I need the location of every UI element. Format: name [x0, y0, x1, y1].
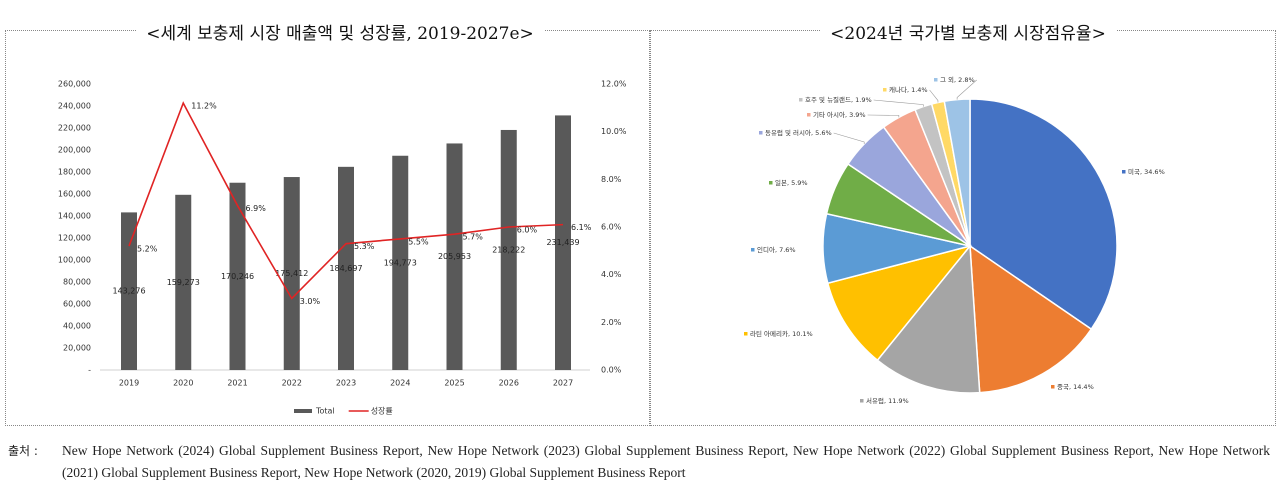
- y2-tick-label: 8.0%: [601, 175, 622, 184]
- line-value-label: 5.5%: [408, 237, 429, 246]
- leader-line: [929, 89, 939, 103]
- legend-label: 성장률: [371, 406, 393, 416]
- label-swatch: [883, 88, 887, 92]
- chart-title: <2024년 국가별 보충제 시장점유율>: [820, 19, 1116, 44]
- bar-value-label: 218,222: [492, 245, 525, 254]
- line-value-label: 5.3%: [354, 242, 375, 251]
- y-tick-label: -: [88, 366, 91, 375]
- bar-value-label: 194,773: [384, 258, 417, 267]
- label-swatch: [744, 332, 748, 336]
- bar: [121, 212, 137, 370]
- leader-line: [873, 99, 924, 107]
- label-swatch: [751, 248, 755, 252]
- line-value-label: 3.0%: [300, 297, 321, 306]
- label-swatch: [799, 98, 803, 102]
- x-tick-label: 2019: [119, 379, 139, 388]
- bar: [338, 166, 354, 370]
- line-value-label: 5.7%: [463, 233, 484, 242]
- legend-label: Total: [315, 407, 335, 416]
- bar-value-label: 143,276: [112, 287, 145, 296]
- slice-label: 동유럽 및 러시아, 5.6%: [765, 128, 832, 137]
- slice-label: 인디아, 7.6%: [757, 245, 796, 254]
- bar: [500, 129, 517, 370]
- y2-tick-label: 2.0%: [601, 318, 622, 327]
- slice-label: 일본, 5.9%: [775, 178, 808, 187]
- bar: [175, 194, 192, 370]
- y-tick-label: 100,000: [58, 256, 91, 265]
- bar-value-label: 184,697: [329, 264, 362, 273]
- line-value-label: 5.2%: [137, 245, 158, 254]
- leader-line: [867, 114, 900, 118]
- y-tick-label: 60,000: [63, 300, 91, 309]
- chart-title: <세계 보충제 시장 매출액 및 성장률, 2019-2027e>: [136, 19, 544, 44]
- x-tick-label: 2025: [444, 379, 464, 388]
- y-tick-label: 20,000: [63, 344, 91, 353]
- bar-value-label: 205,953: [438, 252, 471, 261]
- label-swatch: [769, 181, 773, 185]
- bar: [229, 182, 246, 370]
- bar-value-label: 231,439: [546, 238, 579, 247]
- line-value-label: 11.2%: [191, 102, 217, 111]
- y2-tick-label: 6.0%: [601, 223, 622, 232]
- y-tick-label: 180,000: [58, 168, 91, 177]
- source-note: 출처 : New Hope Network (2024) Global Supp…: [8, 440, 1270, 484]
- line-value-label: 6.9%: [246, 204, 267, 213]
- pie-slice: [943, 98, 971, 247]
- y2-tick-label: 12.0%: [601, 80, 627, 89]
- label-swatch: [1122, 170, 1126, 174]
- bar: [283, 177, 300, 370]
- slice-label: 중국, 14.4%: [1057, 383, 1094, 391]
- legend-swatch: [294, 409, 312, 413]
- y2-tick-label: 4.0%: [601, 270, 622, 279]
- slice-label: 라틴 아메리카, 10.1%: [750, 329, 813, 338]
- leader-line: [833, 132, 865, 144]
- pie-slice: [969, 244, 1093, 394]
- pie-slice: [969, 98, 1118, 331]
- y-tick-label: 220,000: [58, 124, 91, 133]
- y-tick-label: 260,000: [58, 80, 91, 89]
- bar-value-label: 170,246: [221, 272, 254, 281]
- label-swatch: [1051, 385, 1055, 389]
- y-tick-label: 200,000: [58, 146, 91, 155]
- source-text: New Hope Network (2024) Global Supplemen…: [62, 443, 1270, 480]
- label-swatch: [759, 131, 763, 135]
- bar: [446, 143, 463, 370]
- slice-label: 호주 및 뉴질랜드, 1.9%: [805, 95, 872, 104]
- x-tick-label: 2023: [336, 379, 356, 388]
- slice-label: 서유럽, 11.9%: [866, 396, 909, 405]
- label-swatch: [934, 78, 938, 82]
- bar: [555, 115, 571, 370]
- line-value-label: 6.1%: [571, 223, 592, 232]
- bar-value-label: 175,412: [275, 269, 308, 278]
- line-value-label: 6.0%: [517, 226, 538, 235]
- y-tick-label: 80,000: [63, 278, 91, 287]
- x-tick-label: 2021: [227, 379, 247, 388]
- slice-label: 그 외, 2.8%: [940, 76, 975, 84]
- source-label: 출처 :: [8, 444, 38, 458]
- pie-slice: [876, 244, 981, 394]
- y-tick-label: 40,000: [63, 322, 91, 331]
- slice-label: 미국, 34.6%: [1128, 167, 1165, 176]
- x-tick-label: 2020: [173, 379, 193, 388]
- y2-tick-label: 10.0%: [601, 127, 627, 136]
- y2-tick-label: 0.0%: [601, 366, 622, 375]
- label-swatch: [807, 113, 811, 117]
- x-tick-label: 2022: [282, 379, 302, 388]
- x-tick-label: 2026: [499, 379, 519, 388]
- y-tick-label: 240,000: [58, 102, 91, 111]
- x-tick-label: 2027: [553, 379, 573, 388]
- bar: [392, 155, 409, 370]
- x-tick-label: 2024: [390, 379, 410, 388]
- line-series: [128, 101, 564, 300]
- y-tick-label: 120,000: [58, 234, 91, 243]
- charts: - 20,000 40,000 60,000 80,000 100,000 120,000 1…: [58, 76, 1165, 416]
- y-tick-label: 140,000: [58, 212, 91, 221]
- leader-line: [956, 79, 977, 100]
- slice-label: 기타 아시아, 3.9%: [813, 110, 866, 119]
- bar-value-label: 159,273: [167, 278, 200, 287]
- y-tick-label: 160,000: [58, 190, 91, 199]
- slice-label: 캐나다, 1.4%: [889, 85, 928, 94]
- label-swatch: [860, 399, 864, 403]
